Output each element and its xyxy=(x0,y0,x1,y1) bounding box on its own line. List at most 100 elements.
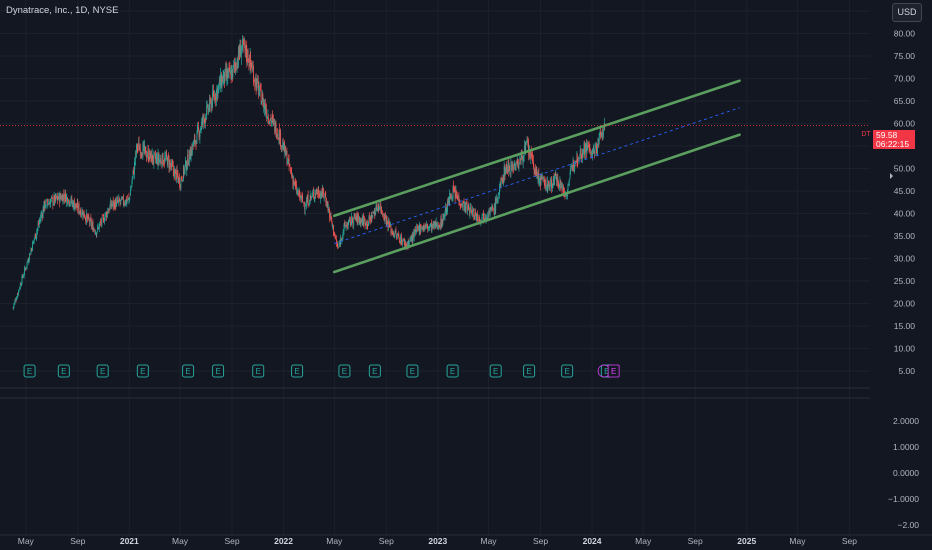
candle-body xyxy=(582,151,584,157)
earnings-marker[interactable]: E xyxy=(57,364,70,378)
candle-body xyxy=(334,234,336,236)
candle-body xyxy=(519,158,521,165)
candle-body xyxy=(196,131,198,144)
earnings-marker[interactable]: E xyxy=(561,364,574,378)
candle-body xyxy=(14,301,16,305)
candle-body xyxy=(398,238,400,243)
parallel-channel[interactable] xyxy=(332,79,741,274)
candle-body xyxy=(585,142,587,148)
candle-body xyxy=(336,243,338,246)
candle-body xyxy=(547,180,549,191)
candle-body xyxy=(288,158,290,159)
earnings-marker[interactable]: E xyxy=(446,364,459,378)
candle-body xyxy=(63,194,65,197)
candle-body xyxy=(565,195,566,196)
currency-button[interactable]: USD xyxy=(892,3,922,22)
earnings-marker[interactable]: E xyxy=(338,364,351,378)
candle-body xyxy=(484,217,486,218)
candle-body xyxy=(475,214,477,218)
price-scale-arrow-icon xyxy=(890,173,893,179)
candle-body xyxy=(324,193,326,196)
candle-body xyxy=(149,152,151,158)
candle-body xyxy=(491,206,493,209)
candle-body xyxy=(160,159,162,163)
candle-body xyxy=(207,105,209,112)
time-axis[interactable]: May Sep 2021 May Sep 2022 May Sep 2023 May Sep 2024… xyxy=(0,534,932,546)
earnings-marker[interactable]: E xyxy=(291,364,304,378)
candle-body xyxy=(226,72,228,78)
earnings-marker[interactable]: E xyxy=(23,364,36,378)
candle-body xyxy=(515,164,516,170)
candle-body xyxy=(545,178,547,188)
candle-body xyxy=(27,260,29,262)
candle-body xyxy=(402,239,404,241)
candle-body xyxy=(39,219,41,221)
candle-body xyxy=(561,183,563,189)
candle-body xyxy=(259,84,261,88)
candle-body xyxy=(398,236,400,239)
candle-body xyxy=(149,150,151,161)
candle-body xyxy=(431,222,432,230)
earnings-marker[interactable]: E xyxy=(523,364,536,378)
candle-body xyxy=(577,159,579,163)
candle-body xyxy=(359,218,361,223)
earnings-marker[interactable]: E xyxy=(182,364,195,378)
candle-body xyxy=(155,155,156,160)
earnings-marker[interactable]: E xyxy=(368,364,381,378)
candle-body xyxy=(41,214,43,217)
candle-body xyxy=(365,221,367,226)
candle-body xyxy=(584,148,586,156)
candle-body xyxy=(228,68,230,73)
candle-body xyxy=(161,153,163,167)
candle-body xyxy=(579,154,581,156)
candle-body xyxy=(53,195,55,203)
candle-body xyxy=(476,213,478,219)
candle-body xyxy=(380,207,382,211)
candle-body xyxy=(504,167,506,176)
candle-body xyxy=(234,65,236,68)
price-tick-label: 20.00 xyxy=(894,299,916,309)
earnings-marker[interactable]: E xyxy=(96,364,109,378)
candle-body xyxy=(376,207,378,212)
candle-body xyxy=(312,192,314,193)
candle-body xyxy=(573,165,575,169)
earnings-marker[interactable]: E xyxy=(406,364,419,378)
symbol-title[interactable]: Dynatrace, Inc., 1D, NYSE xyxy=(6,5,119,16)
candle-body xyxy=(42,208,44,218)
candle-body xyxy=(423,225,425,229)
candle-body xyxy=(356,214,358,217)
upcoming-earnings-marker[interactable]: E xyxy=(597,364,620,378)
candle-body xyxy=(54,195,55,203)
candle-body xyxy=(515,162,517,170)
candle-body xyxy=(413,231,415,239)
candle-body xyxy=(299,190,301,198)
candle-body xyxy=(32,242,33,252)
candle-body xyxy=(322,188,324,194)
candle-body xyxy=(188,163,190,165)
candle-body xyxy=(204,117,206,124)
earnings-marker[interactable]: E xyxy=(136,364,149,378)
candle-body xyxy=(381,206,383,213)
candle-body xyxy=(251,62,252,66)
candle-body xyxy=(459,203,461,207)
candle-body xyxy=(117,200,118,203)
candle-body xyxy=(70,203,71,204)
candle-body xyxy=(552,184,554,186)
earnings-marker[interactable]: E xyxy=(252,364,265,378)
time-tick-label: May xyxy=(18,536,35,546)
earnings-marker[interactable]: E xyxy=(489,364,502,378)
candle-body xyxy=(78,204,80,213)
candle-body xyxy=(204,119,205,124)
candle-body xyxy=(382,214,384,216)
earnings-marker[interactable]: E xyxy=(212,364,225,378)
candle-body xyxy=(44,206,46,207)
candle-body xyxy=(33,238,35,241)
candle-body xyxy=(470,208,472,212)
candle-body xyxy=(244,40,246,50)
channel-upper-line xyxy=(332,79,741,218)
candle-body xyxy=(214,96,216,100)
candle-body xyxy=(530,151,532,160)
candle-body xyxy=(213,94,215,99)
